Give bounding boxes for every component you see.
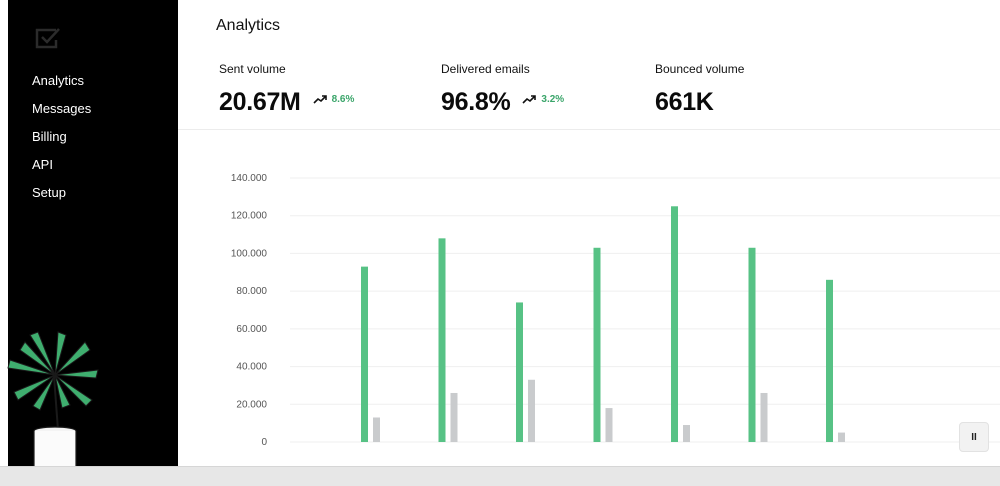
check-box-icon[interactable] xyxy=(34,26,62,50)
bar-primary[interactable] xyxy=(438,238,446,442)
stat-value: 20.67M xyxy=(219,88,301,116)
trend-up-icon xyxy=(313,95,327,104)
sidebar-item-api[interactable]: API xyxy=(32,157,53,172)
bar-secondary[interactable] xyxy=(838,432,845,442)
y-tick-label: 20.000 xyxy=(236,399,267,410)
bar-primary[interactable] xyxy=(826,279,833,442)
stat-label: Delivered emails xyxy=(441,62,530,76)
bar-secondary[interactable] xyxy=(760,392,768,442)
bar-primary[interactable] xyxy=(361,266,368,442)
trend-indicator: 3.2% xyxy=(522,94,564,105)
sidebar-item-setup[interactable]: Setup xyxy=(32,185,66,200)
stat-value: 96.8% xyxy=(441,88,511,116)
sidebar-nav: Analytics Messages Billing API Setup xyxy=(32,72,91,212)
y-tick-label: 140.000 xyxy=(231,173,268,184)
pause-icon: II xyxy=(971,431,977,443)
stat-sent-volume: Sent volume 20.67M 8.6% xyxy=(219,62,354,117)
sidebar-item-analytics[interactable]: Analytics xyxy=(32,73,85,88)
trend-indicator: 8.6% xyxy=(313,93,355,105)
bar-secondary[interactable] xyxy=(528,379,535,442)
bar-primary[interactable] xyxy=(748,247,756,442)
bottom-strip xyxy=(0,466,1000,486)
divider xyxy=(178,129,1000,130)
bar-secondary[interactable] xyxy=(450,392,458,442)
y-tick-label: 60.000 xyxy=(236,324,267,335)
y-tick-label: 80.000 xyxy=(236,286,267,297)
bar-secondary[interactable] xyxy=(605,408,613,442)
main-content: Analytics Sent volume 20.67M 8.6% Delive… xyxy=(178,0,1000,466)
stat-label: Sent volume xyxy=(219,62,286,76)
trend-value: 8.6% xyxy=(331,93,355,105)
y-tick-label: 0 xyxy=(261,437,267,448)
stat-label: Bounced volume xyxy=(655,62,745,76)
trend-up-icon xyxy=(522,95,537,104)
bar-primary[interactable] xyxy=(671,206,678,442)
plant-illustration xyxy=(7,331,99,486)
trend-value: 3.2% xyxy=(541,93,565,105)
bar-primary[interactable] xyxy=(593,247,601,442)
bar-secondary[interactable] xyxy=(373,417,380,442)
page-title: Analytics xyxy=(216,17,281,34)
y-tick-label: 100.000 xyxy=(231,248,268,259)
sidebar: Analytics Messages Billing API Setup xyxy=(8,0,178,466)
bar-primary[interactable] xyxy=(516,302,523,442)
bar-chart: 0 20.000 40.000 60.000 80.000 100.000 120.000 1… xyxy=(231,173,1000,448)
pause-button[interactable]: II xyxy=(959,422,989,452)
y-tick-label: 40.000 xyxy=(236,362,267,373)
y-tick-label: 120.000 xyxy=(231,211,268,222)
sidebar-item-messages[interactable]: Messages xyxy=(32,101,92,116)
sidebar-item-billing[interactable]: Billing xyxy=(32,129,67,144)
stat-delivered-emails: Delivered emails 96.8% 3.2% xyxy=(441,62,564,117)
bar-secondary[interactable] xyxy=(683,425,690,442)
stat-bounced-volume: Bounced volume 661K xyxy=(655,62,744,117)
stat-value: 661K xyxy=(655,88,714,116)
